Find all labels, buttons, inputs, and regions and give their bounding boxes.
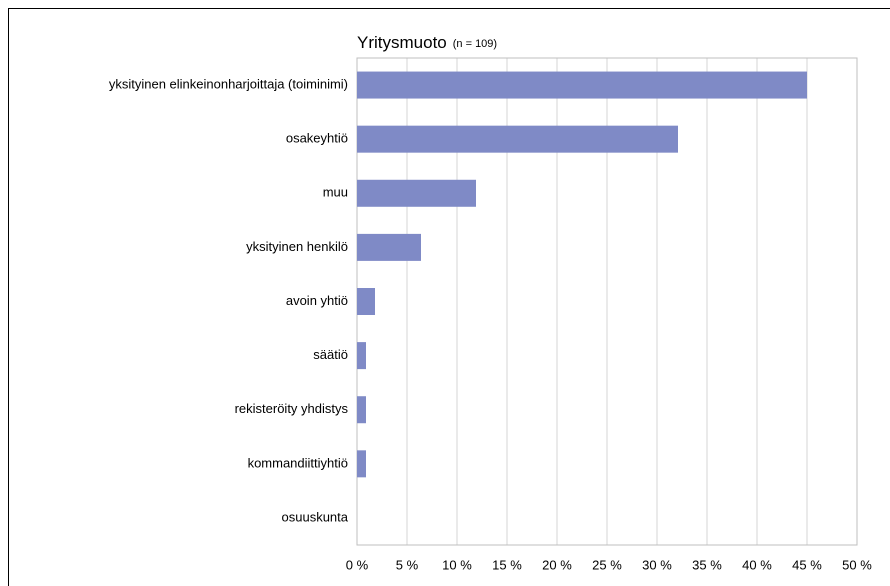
x-tick-label: 20 % (542, 557, 572, 572)
bar (357, 450, 366, 478)
chart-title-group: Yritysmuoto (n = 109) (357, 33, 497, 52)
y-tick-label: avoin yhtiö (286, 293, 348, 308)
x-tick-label: 5 % (396, 557, 419, 572)
y-tick-label: säätiö (313, 347, 348, 362)
y-tick-label: osuuskunta (282, 509, 349, 524)
x-tick-label: 50 % (842, 557, 872, 572)
y-tick-label: kommandiittiyhtiö (248, 455, 348, 470)
x-tick-label: 35 % (692, 557, 722, 572)
bar (357, 233, 421, 261)
bar (357, 125, 678, 153)
y-tick-label: yksityinen henkilö (246, 239, 348, 254)
bar (357, 71, 807, 99)
y-tick-label: osakeyhtiö (286, 131, 348, 146)
x-tick-label: 25 % (592, 557, 622, 572)
x-tick-label: 30 % (642, 557, 672, 572)
chart-frame (8, 8, 890, 586)
x-tick-label: 15 % (492, 557, 522, 572)
bar (357, 288, 375, 315)
bar (357, 342, 366, 370)
bar (357, 179, 476, 207)
bar (357, 396, 366, 424)
chart-title: Yritysmuoto (357, 33, 447, 52)
x-tick-label: 40 % (742, 557, 772, 572)
y-tick-label: rekisteröity yhdistys (235, 401, 349, 416)
x-tick-label: 10 % (442, 557, 472, 572)
x-tick-label: 0 % (346, 557, 369, 572)
y-tick-label: muu (323, 185, 348, 200)
y-tick-label: yksityinen elinkeinonharjoittaja (toimin… (109, 76, 348, 91)
x-tick-label: 45 % (792, 557, 822, 572)
chart-subtitle: (n = 109) (453, 38, 497, 50)
